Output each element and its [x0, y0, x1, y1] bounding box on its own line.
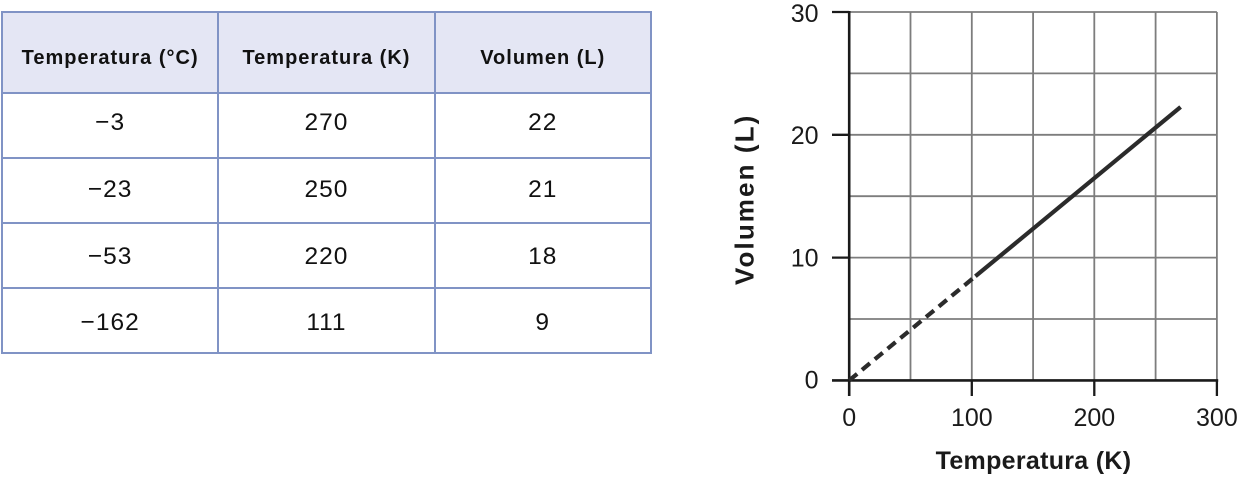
svg-text:10: 10 [791, 245, 819, 273]
svg-text:Temperatura (K): Temperatura (K) [936, 447, 1132, 475]
svg-text:30: 30 [791, 0, 819, 28]
svg-text:100: 100 [951, 404, 993, 432]
svg-text:300: 300 [1196, 404, 1237, 432]
svg-text:0: 0 [842, 404, 856, 432]
svg-text:0: 0 [805, 366, 819, 394]
svg-text:Volumen (L): Volumen (L) [730, 114, 760, 285]
svg-text:200: 200 [1073, 404, 1115, 432]
svg-text:20: 20 [791, 122, 819, 150]
